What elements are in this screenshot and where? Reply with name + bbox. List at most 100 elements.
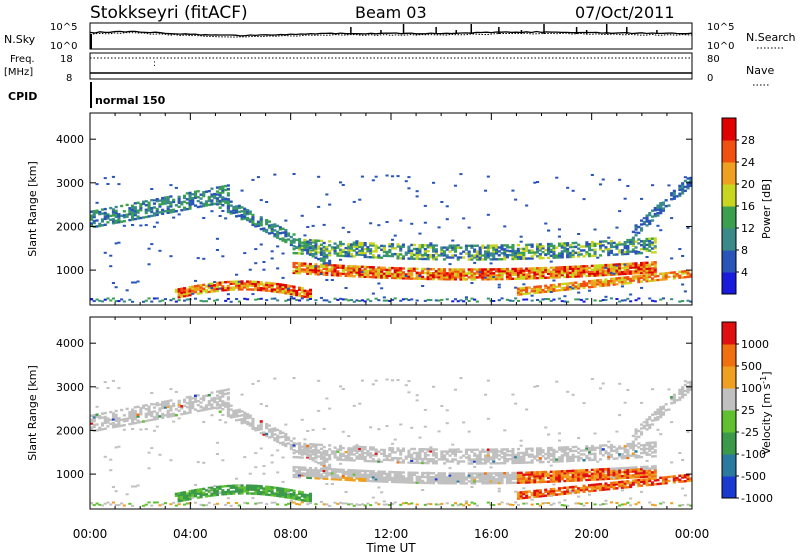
velocity-cell	[186, 493, 189, 495]
power-cell	[106, 221, 109, 223]
velocity-cell	[339, 469, 342, 471]
power-cell	[558, 236, 561, 238]
power-cell	[372, 293, 375, 295]
velocity-cell	[325, 458, 328, 460]
velocity-cell	[347, 503, 350, 505]
power-cell	[676, 273, 679, 275]
velocity-cell	[287, 492, 290, 494]
velocity-cell	[331, 468, 334, 470]
velocity-cell	[328, 505, 331, 507]
power-cell	[525, 244, 528, 246]
power-cell	[522, 270, 525, 272]
velocity-cell	[238, 419, 241, 421]
velocity-cell	[200, 504, 203, 506]
power-cell	[224, 300, 227, 302]
velocity-cell	[317, 449, 320, 451]
velocity-cell	[271, 486, 274, 488]
power-cell	[635, 250, 638, 252]
power-cell	[301, 262, 304, 264]
velocity-cell	[407, 472, 410, 474]
velocity-cell	[353, 505, 356, 507]
velocity-cell	[427, 454, 430, 456]
power-cell	[153, 199, 156, 201]
power-cell	[298, 262, 301, 264]
power-cell	[585, 282, 588, 284]
power-cell	[495, 268, 498, 270]
velocity-cell	[583, 469, 586, 471]
velocity-cell	[246, 413, 249, 415]
power-cell	[243, 252, 246, 254]
power-cell	[643, 274, 646, 276]
nsky-tick-top: 10^5	[50, 22, 77, 33]
velocity-cell	[454, 389, 457, 391]
velocity-cell	[591, 445, 594, 447]
power-cell	[293, 270, 296, 272]
power-cell	[594, 243, 597, 245]
power-cell	[104, 299, 107, 301]
power-cell	[178, 288, 181, 290]
velocity-cell	[432, 386, 435, 388]
velocity-cell	[197, 461, 200, 463]
velocity-cell	[484, 454, 487, 456]
power-cell	[604, 270, 607, 272]
power-cell	[137, 210, 140, 212]
velocity-cell	[205, 489, 208, 491]
power-cell	[112, 176, 115, 178]
velocity-cell	[268, 486, 271, 488]
power-cell	[449, 245, 452, 247]
power-cell	[134, 218, 137, 220]
velocity-cell	[424, 426, 427, 428]
power-cell	[580, 283, 583, 285]
power-cell	[358, 199, 361, 201]
velocity-cell	[366, 503, 369, 505]
power-cell	[637, 232, 640, 234]
power-cell	[555, 247, 558, 249]
velocity-cell	[536, 471, 539, 473]
power-cell	[465, 272, 468, 274]
velocity-cell	[375, 380, 378, 382]
power-cell	[517, 300, 520, 302]
velocity-cell	[355, 455, 358, 457]
velocity-cell	[558, 502, 561, 504]
power-cell	[421, 254, 424, 256]
power-cell	[572, 246, 575, 248]
power-cell	[306, 249, 309, 251]
power-cell	[391, 175, 394, 177]
velocity-cell	[345, 477, 348, 479]
velocity-cell	[481, 472, 484, 474]
power-cell	[427, 250, 430, 252]
power-cell	[345, 287, 348, 289]
power-cell	[536, 299, 539, 301]
velocity-cell	[104, 381, 107, 383]
velocity-cell	[309, 451, 312, 453]
power-cell	[126, 214, 129, 216]
power-cell	[355, 265, 358, 267]
velocity-cell	[514, 454, 517, 456]
velocity-cell	[221, 389, 224, 391]
power-cell	[320, 257, 323, 259]
power-cell	[640, 198, 643, 200]
velocity-cell	[369, 480, 372, 482]
power-cell	[183, 300, 186, 302]
power-cell	[191, 286, 194, 288]
velocity-cell	[178, 417, 181, 419]
power-cell	[588, 267, 591, 269]
power-cell	[202, 284, 205, 286]
velocity-cell	[388, 447, 391, 449]
power-cell	[547, 286, 550, 288]
velocity-cell	[509, 450, 512, 452]
power-cell	[139, 203, 142, 205]
power-cell	[241, 210, 244, 212]
power-cell	[279, 238, 282, 240]
velocity-cell	[481, 462, 484, 464]
power-cell	[473, 268, 476, 270]
power-cell	[539, 243, 542, 245]
velocity-cell	[407, 450, 410, 452]
power-cell	[323, 242, 326, 244]
power-cell	[273, 229, 276, 231]
power-cell	[205, 289, 208, 291]
power-cell	[213, 300, 216, 302]
power-cell	[194, 204, 197, 206]
power-cell	[473, 272, 476, 274]
power-cell	[678, 271, 681, 273]
